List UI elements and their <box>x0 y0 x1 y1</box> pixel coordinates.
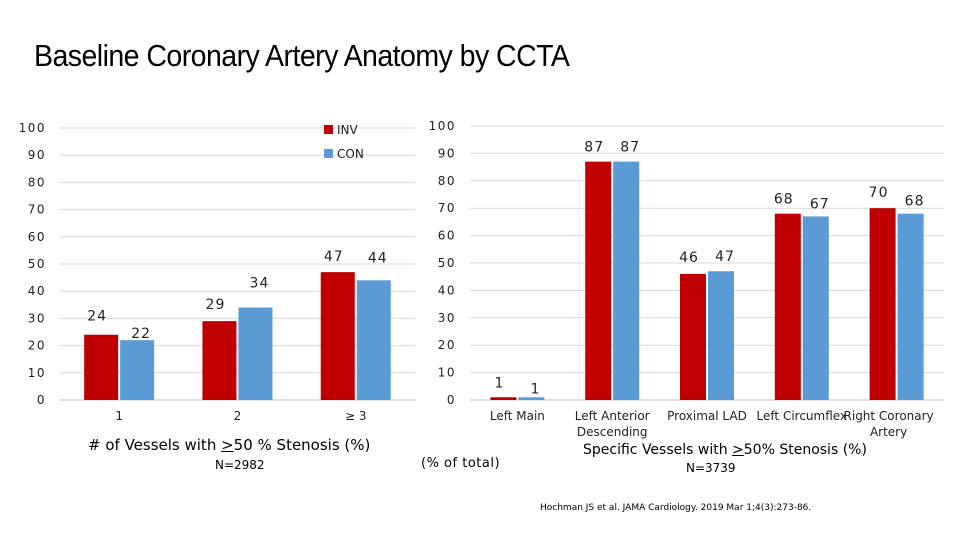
chart1-y-tick-label: 50 <box>28 257 46 271</box>
chart1-bar-con <box>238 307 273 400</box>
chart2-n-label: N=3739 <box>686 461 736 475</box>
chart2-bar-inv <box>680 273 706 400</box>
chart2-y-tick-label: 20 <box>438 338 456 352</box>
chart1-x-category-label: 2 <box>234 409 242 423</box>
chart2-data-label-con: 68 <box>905 194 925 210</box>
chart1-y-tick-label: 40 <box>28 284 46 298</box>
citation: Hochman JS et al. JAMA Cardiology. 2019 … <box>540 503 812 513</box>
chart2-data-label-inv: 68 <box>774 192 794 208</box>
chart1-data-label-con: 44 <box>368 250 388 266</box>
chart1-bar-con <box>120 340 155 400</box>
chart1-legend-swatch-con <box>324 149 333 158</box>
chart2-x-category-label: Left Main <box>490 409 545 423</box>
chart2-caption-suffix: 50% Stenosis (%) <box>743 442 867 458</box>
chart1-y-tick-label: 70 <box>28 203 46 217</box>
chart2-y-tick-label: 40 <box>438 283 456 297</box>
chart2-y-tick-label: 70 <box>438 201 456 215</box>
chart2-data-label-con: 67 <box>810 196 830 212</box>
chart1-data-label-con: 34 <box>250 276 270 292</box>
chart1-y-tick-label: 80 <box>28 175 46 189</box>
chart2-data-label-con: 47 <box>715 249 735 265</box>
chart2-y-tick-label: 0 <box>447 393 456 407</box>
chart1-caption-suffix: 50 % Stenosis (%) <box>233 436 371 454</box>
chart1-data-label-inv: 24 <box>87 309 107 325</box>
chart2-bar-con <box>518 397 545 400</box>
chart2-bar-inv <box>490 397 517 400</box>
chart2-data-label-con: 87 <box>620 140 640 156</box>
chart1-legend-label-inv: INV <box>337 123 359 137</box>
chart1-bar-inv <box>320 272 355 400</box>
chart2-bar-con <box>802 216 829 400</box>
chart1-data-label-con: 22 <box>131 326 151 342</box>
chart1-y-tick-label: 20 <box>28 339 46 353</box>
chart1-legend-label-con: CON <box>337 147 364 161</box>
chart2-bar-inv <box>774 213 801 400</box>
chart1-y-tick-label: 90 <box>28 148 46 162</box>
chart2-data-label-inv: 70 <box>869 185 889 201</box>
chart2-caption-prefix: Specific Vessels with <box>583 442 733 458</box>
chart2-x-category-label: Left Circumflex <box>757 409 848 423</box>
chart2-y-tick-label: 60 <box>438 229 456 243</box>
chart1-bar-inv <box>84 334 119 400</box>
slide-title: Baseline Coronary Artery Anatomy by CCTA <box>34 38 570 73</box>
pct-of-total-label: (% of total) <box>421 456 501 471</box>
chart1-y-tick-label: 0 <box>37 393 46 407</box>
chart2-x-category-label: Right Coronary <box>844 409 934 423</box>
chart2-bar-con <box>708 271 734 400</box>
chart1-caption: # of Vessels with >50 % Stenosis (%) <box>88 436 370 454</box>
chart2-bar-con <box>613 161 640 400</box>
chart1-legend-swatch-inv <box>324 125 333 134</box>
chart2-y-tick-label: 10 <box>438 366 456 380</box>
chart1-y-tick-label: 60 <box>28 230 46 244</box>
chart2-x-category-label: Artery <box>870 425 907 439</box>
chart2-bar-inv <box>869 208 896 400</box>
chart2-data-label-inv: 87 <box>584 140 604 156</box>
chart1-y-tick-label: 100 <box>19 121 46 135</box>
chart2-data-label-inv: 46 <box>679 250 699 266</box>
chart1-x-category-label: 1 <box>115 409 123 423</box>
chart1-caption-gte: > <box>221 436 234 454</box>
chart2-caption: Specific Vessels with >50% Stenosis (%) <box>583 442 867 458</box>
chart1-caption-prefix: # of Vessels with <box>88 436 222 454</box>
chart1-y-tick-label: 30 <box>28 311 46 325</box>
chart2-y-tick-label: 90 <box>438 146 456 160</box>
chart1-y-tick-label: 10 <box>28 366 46 380</box>
chart1-data-label-inv: 47 <box>324 249 344 265</box>
chart2-bar-con <box>897 213 924 400</box>
chart2-data-label-inv: 1 <box>494 375 504 391</box>
chart2-bar-inv <box>585 161 612 400</box>
chart2-y-tick-label: 80 <box>438 174 456 188</box>
chart1-bar-inv <box>202 321 237 400</box>
chart2-y-tick-label: 30 <box>438 311 456 325</box>
chart2-y-tick-label: 50 <box>438 256 456 270</box>
chart2-caption-gte: > <box>732 442 744 458</box>
chart1-x-category-label: ≥ 3 <box>345 409 367 423</box>
chart2-x-category-label: Proximal LAD <box>667 409 747 423</box>
chart1-bar-con <box>356 280 391 400</box>
chart2-x-category-label: Left Anterior <box>575 409 650 423</box>
chart2-x-category-label: Descending <box>577 425 648 439</box>
chart1-data-label-inv: 29 <box>206 297 226 313</box>
chart1-n-label: N=2982 <box>215 458 265 472</box>
chart2-data-label-con: 1 <box>530 381 540 397</box>
chart2-y-tick-label: 100 <box>429 119 456 133</box>
